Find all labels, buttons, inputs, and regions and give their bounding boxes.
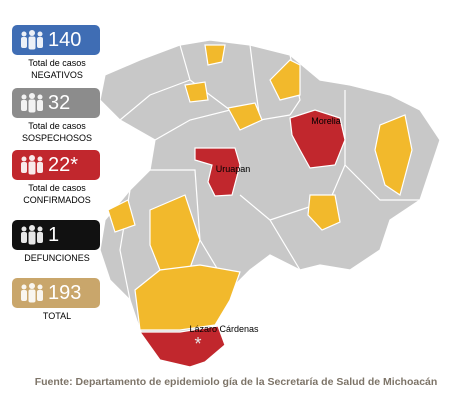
stat-label: TOTAL (42, 311, 72, 321)
yellow-region (204, 44, 226, 66)
stat-label: DEFUNCIONES (24, 253, 90, 263)
city-label: Uruapan (216, 164, 251, 174)
marker: * (194, 334, 201, 354)
people-icon (21, 30, 43, 50)
stat-sublabel: CONFIRMADOS (23, 195, 91, 205)
people-icon (21, 225, 43, 245)
stat-label: Total de casos (28, 121, 86, 131)
yellow-region (134, 264, 241, 331)
yellow-region (307, 194, 341, 231)
people-icon (21, 283, 43, 303)
people-icon (21, 155, 43, 175)
footer: Fuente: Departamento de epidemiolo gía d… (34, 376, 438, 388)
stat-box: 1 (12, 220, 100, 250)
stat-label: Total de casos (28, 58, 86, 68)
stat-sublabel: SOSPECHOSOS (21, 133, 93, 143)
people-icon (21, 93, 43, 113)
yellow-region (227, 102, 263, 131)
city-label: Lázaro Cárdenas (189, 324, 259, 334)
red-region (289, 109, 346, 169)
stat-box: 193 (12, 278, 100, 308)
red-region (194, 147, 241, 197)
stat-value: 22* (48, 153, 79, 176)
yellow-region (269, 59, 301, 101)
stat-sublabel: NEGATIVOS (31, 70, 83, 80)
yellow-region (184, 81, 209, 103)
stat-value: 193 (48, 281, 82, 304)
stat-box: 22* (12, 150, 100, 180)
yellow-region (374, 114, 413, 196)
stat-label: Total de casos (28, 183, 86, 193)
stat-box: 32 (12, 88, 100, 118)
stat-value: 140 (48, 28, 82, 51)
municipalities (99, 39, 441, 368)
yellow-region (107, 199, 136, 233)
stat-value: 1 (48, 223, 60, 246)
stat-box: 140 (12, 25, 100, 55)
red-region (138, 325, 226, 368)
map: Morelia Uruapan Lázaro Cárdenas * (99, 39, 441, 368)
city-label: Morelia (311, 116, 341, 126)
stat-value: 32 (48, 91, 71, 114)
